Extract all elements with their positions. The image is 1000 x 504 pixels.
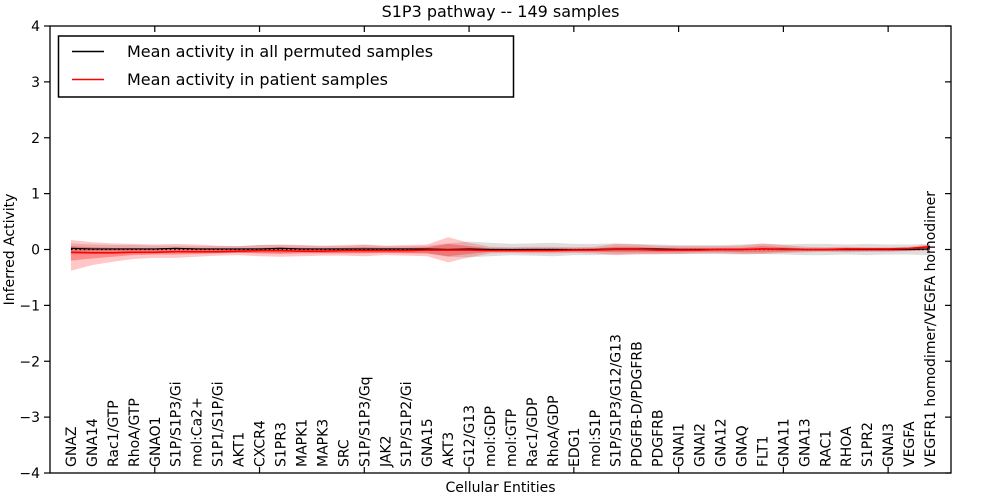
chart-title: S1P3 pathway -- 149 samples [382, 2, 620, 21]
x-category-label: MAPK3 [315, 419, 331, 467]
x-axis-label: Cellular Entities [445, 480, 555, 496]
x-category-label: GNAQ [734, 425, 750, 467]
y-tick-label: 3 [31, 75, 40, 91]
x-category-label: VEGFR1 homodimer/VEGFA homodimer [923, 191, 939, 467]
x-category-label: S1P/S1P3/G12/G13 [609, 334, 625, 467]
x-category-label: S1P/S1P3/Gq [357, 376, 373, 467]
x-category-label: RhoA/GTP [127, 398, 143, 467]
x-category-label: RHOA [839, 426, 855, 467]
x-category-label: S1P/S1P3/Gi [169, 381, 185, 467]
x-category-label: mol:GTP [504, 409, 520, 467]
x-category-label: AKT3 [441, 432, 457, 467]
y-tick-label: −1 [19, 298, 40, 314]
legend-label-patient-samples: Mean activity in patient samples [127, 70, 388, 89]
legend-label-permuted-samples: Mean activity in all permuted samples [127, 42, 433, 61]
x-category-label: AKT1 [232, 432, 248, 467]
x-category-label: JAK2 [378, 435, 394, 468]
x-category-label: GNAI3 [881, 423, 897, 467]
x-category-label: MAPK1 [294, 419, 310, 467]
x-category-label: GNAO1 [148, 416, 164, 467]
legend-box [57, 35, 515, 98]
y-tick-label: 1 [31, 187, 40, 203]
x-category-label: EDG1 [567, 428, 583, 467]
x-category-label: S1P1/S1P/Gi [211, 381, 227, 467]
x-category-label: GNAZ [64, 427, 80, 468]
x-category-label: PDGFB-D/PDGFRB [630, 341, 646, 467]
x-category-label: mol:GDP [483, 406, 499, 467]
x-category-label: GNA11 [776, 418, 792, 467]
y-tick-label: −3 [19, 410, 40, 426]
x-category-label: FLT1 [755, 436, 771, 467]
x-category-label: Rac1/GTP [106, 400, 122, 467]
x-category-label: GNAI1 [672, 423, 688, 467]
x-category-label: GNA15 [420, 418, 436, 467]
legend: Mean activity in all permuted samples Me… [57, 35, 515, 98]
x-category-label: RAC1 [818, 430, 834, 467]
y-tick-label: 4 [31, 19, 40, 35]
x-category-label: SRC [336, 439, 352, 467]
y-tick-label: −4 [19, 466, 40, 482]
x-category-label: mol:S1P [588, 410, 604, 467]
x-category-label: S1PR2 [860, 422, 876, 467]
x-category-label: G12/G13 [462, 405, 478, 467]
x-category-label: GNAI2 [693, 423, 709, 467]
x-category-label: PDGFRB [651, 410, 667, 467]
patient-mean-line [70, 245, 931, 254]
x-category-label: Rac1/GDP [525, 398, 541, 467]
x-category-label: CXCR4 [253, 420, 269, 467]
x-category-label: RhoA/GDP [546, 395, 562, 467]
x-category-label: GNA14 [85, 418, 101, 467]
y-axis-label: Inferred Activity [2, 194, 18, 306]
x-category-label: GNA13 [797, 418, 813, 467]
x-category-label: VEGFA [902, 421, 918, 467]
x-category-label: S1PR3 [273, 422, 289, 467]
y-tick-label: −2 [19, 354, 40, 370]
plot-content: 4 3 2 1 0 −1 −2 −3 −4 GNAZ GNA14 Rac1/GTP RhoA/GTP GN… [19, 19, 951, 482]
patient-samples-range-outer-band [70, 237, 931, 271]
y-tick-label: 0 [31, 243, 40, 259]
x-category-label: mol:Ca2+ [190, 397, 206, 467]
x-category-label: S1P/S1P2/Gi [399, 381, 415, 467]
y-tick-label: 2 [31, 131, 40, 147]
plot-border [49, 25, 952, 474]
x-category-label: GNA12 [714, 418, 730, 467]
